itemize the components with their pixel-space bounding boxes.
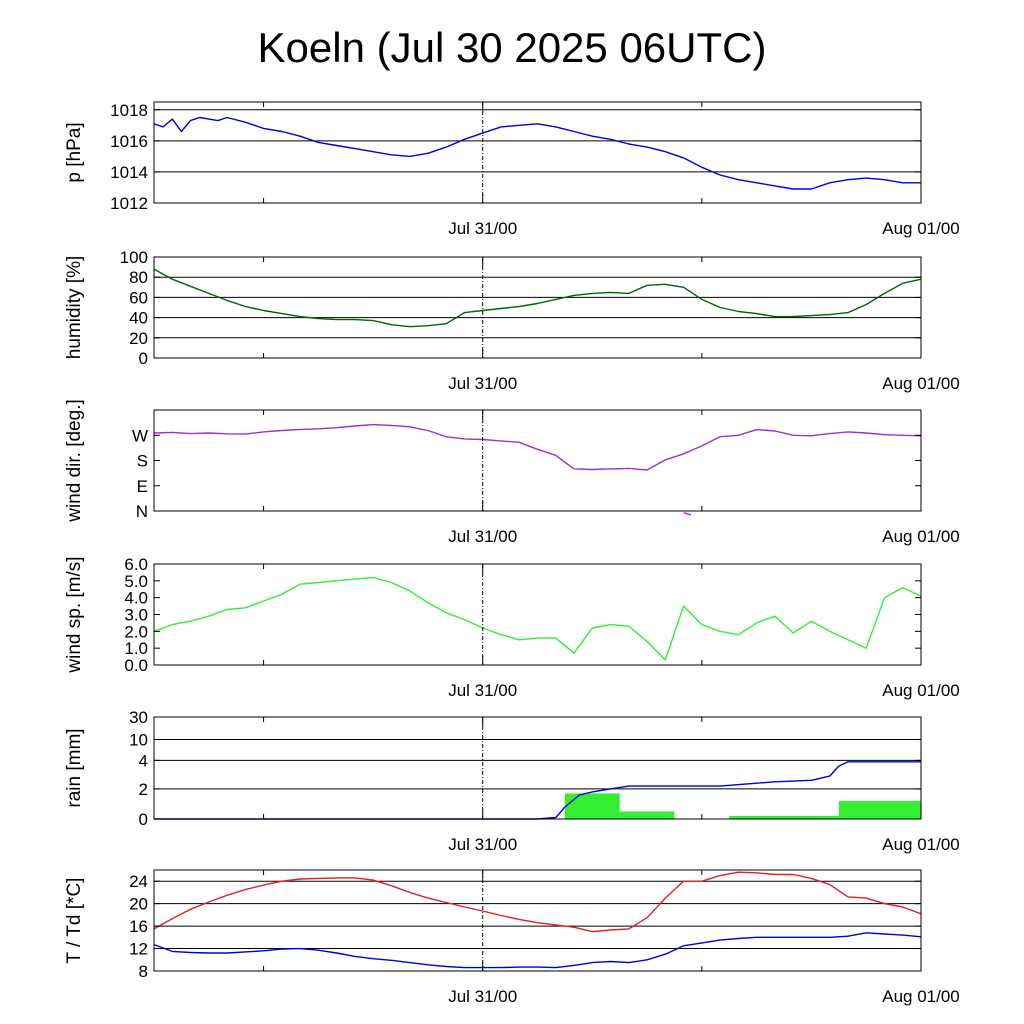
panel-4: Jul 31/00 Aug 01/00 0 2 4 10 30 rain [mm] xyxy=(64,708,960,854)
y-tick-label: 2.0 xyxy=(124,622,148,641)
y-tick-label: 30 xyxy=(129,708,148,727)
x-tick-label: Jul 31/00 xyxy=(448,681,517,700)
y-tick-label: 20 xyxy=(129,329,148,348)
y-axis-label: rain [mm] xyxy=(64,728,85,807)
series-line-0 xyxy=(154,761,921,820)
y-tick-label: 8 xyxy=(139,962,148,981)
series-line-0 xyxy=(153,268,922,328)
y-tick-label: 1012 xyxy=(110,194,148,213)
series-line-0 xyxy=(153,116,921,190)
y-axis-label: T / Td [*C] xyxy=(64,878,85,964)
panel-5: Jul 31/00 Aug 01/00 8 12 16 20 24 T / Td [*C] xyxy=(64,869,960,1006)
x-tick-label: Jul 31/00 xyxy=(448,219,517,238)
rain-bar-0 xyxy=(564,793,620,819)
panel-3: Jul 31/00 Aug 01/00 0.01.02.03.04.05.06.0 w… xyxy=(64,555,960,700)
y-tick-label: W xyxy=(132,426,148,445)
plot-frame xyxy=(153,409,922,512)
y-tick-label: 80 xyxy=(129,268,148,287)
y-tick-label: 100 xyxy=(120,248,148,267)
y-tick-label: E xyxy=(137,477,148,496)
y-tick-label: 60 xyxy=(129,288,148,307)
plot-frame xyxy=(153,563,922,666)
y-tick-label: 40 xyxy=(129,309,148,328)
x-tick-label: Aug 01/00 xyxy=(882,219,960,238)
y-tick-label: 2 xyxy=(139,780,148,799)
x-tick-label: Jul 31/00 xyxy=(448,835,517,854)
series-line-0 xyxy=(153,871,922,933)
rain-bar-2 xyxy=(729,815,839,819)
x-tick-label: Jul 31/00 xyxy=(448,527,517,546)
y-tick-label: 3.0 xyxy=(124,606,148,625)
rain-bar-1 xyxy=(619,811,675,819)
y-tick-label: 0 xyxy=(139,349,148,368)
x-tick-label: Aug 01/00 xyxy=(882,835,960,854)
y-tick-label: 20 xyxy=(129,895,148,914)
y-axis-label: p [hPa] xyxy=(64,122,85,182)
series-line-1 xyxy=(153,932,922,969)
y-tick-label: 1018 xyxy=(110,101,148,120)
y-axis-label: humidity [%] xyxy=(64,256,85,359)
plot-frame xyxy=(153,101,922,204)
y-tick-label: 0.0 xyxy=(124,656,148,675)
x-tick-label: Jul 31/00 xyxy=(448,374,517,393)
y-tick-label: 10 xyxy=(129,730,148,749)
y-axis-label: wind dir. [deg.] xyxy=(64,399,85,523)
series-line-0 xyxy=(153,576,922,661)
plot-frame xyxy=(153,716,922,820)
x-tick-label: Aug 01/00 xyxy=(882,374,960,393)
y-axis-label: wind sp. [m/s] xyxy=(64,556,85,673)
y-tick-label: 4 xyxy=(139,751,148,770)
series-line-1 xyxy=(683,512,692,516)
y-tick-label: 16 xyxy=(129,917,148,936)
y-tick-label: 1016 xyxy=(110,132,148,151)
y-tick-label: 6.0 xyxy=(124,555,148,574)
x-tick-label: Aug 01/00 xyxy=(882,527,960,546)
x-tick-label: Aug 01/00 xyxy=(882,681,960,700)
y-tick-label: 5.0 xyxy=(124,572,148,591)
y-tick-label: N xyxy=(136,502,148,521)
series-line-0 xyxy=(153,423,922,471)
y-tick-label: 1014 xyxy=(110,163,148,182)
plot-frame xyxy=(153,869,922,972)
y-tick-label: 0 xyxy=(139,810,148,829)
y-tick-label: 1.0 xyxy=(124,639,148,658)
plot-frame xyxy=(153,256,922,359)
chart-title: Koeln (Jul 30 2025 06UTC) xyxy=(257,24,767,71)
y-tick-label: S xyxy=(137,452,148,471)
rain-bar-3 xyxy=(838,800,921,819)
y-tick-label: 4.0 xyxy=(124,589,148,608)
y-tick-label: 24 xyxy=(129,872,148,891)
y-tick-label: 12 xyxy=(129,940,148,959)
x-tick-label: Aug 01/00 xyxy=(882,987,960,1006)
panel-0: Jul 31/00 Aug 01/00 1012 1014 1016 1018 p [hPa… xyxy=(64,101,960,238)
x-tick-label: Jul 31/00 xyxy=(448,987,517,1006)
